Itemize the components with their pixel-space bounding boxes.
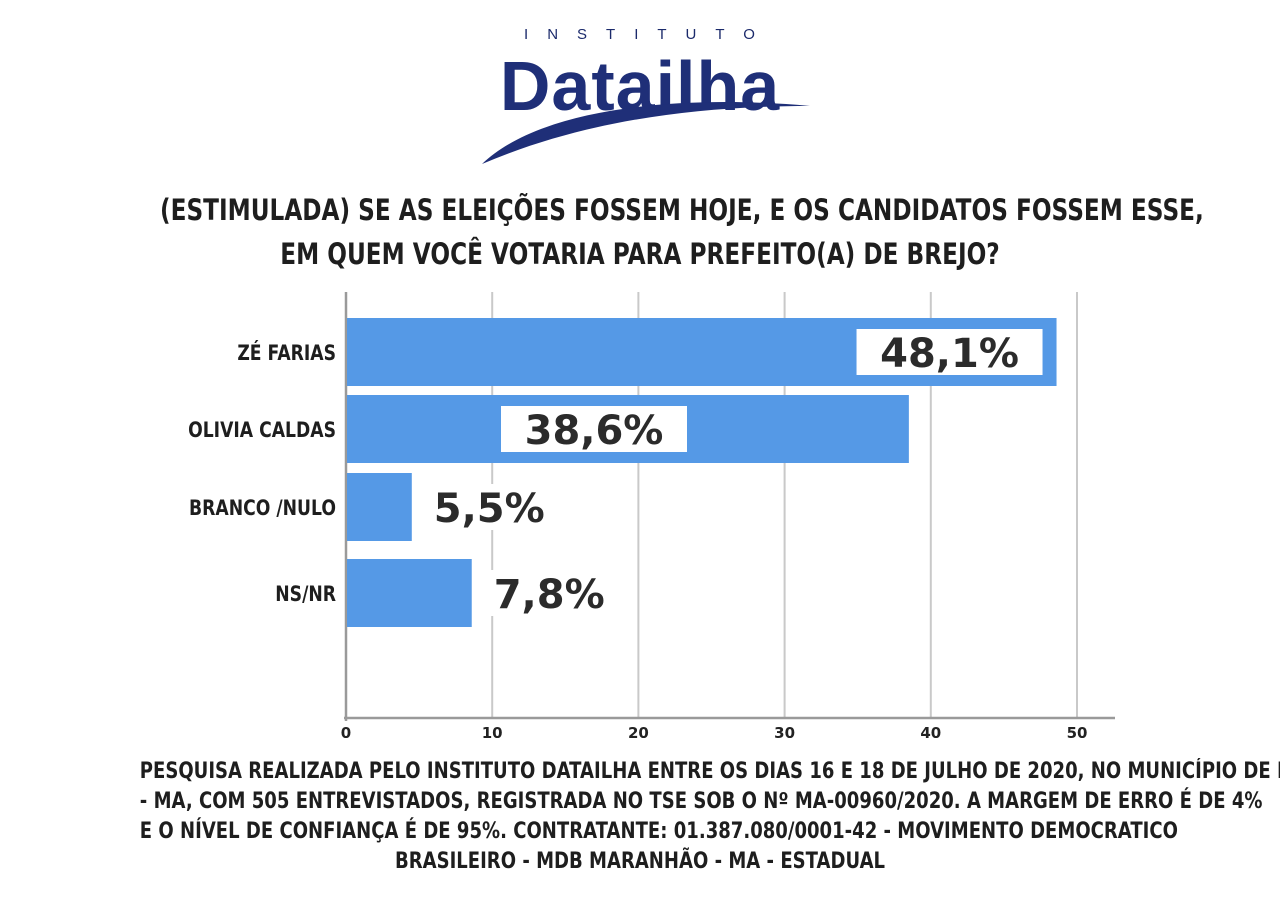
bar <box>347 473 412 541</box>
data-label-box <box>501 406 687 452</box>
data-label-box <box>481 570 606 616</box>
footer-line-3: E O NÍVEL DE CONFIANÇA É DE 95%. CONTRAT… <box>139 819 1178 844</box>
x-tick-label: 0 <box>341 724 351 742</box>
logo-instituto-text: INSTITUTO <box>524 26 774 43</box>
chart-title: (ESTIMULADA) SE AS ELEIÇÕES FOSSEM HOJE,… <box>160 188 1204 276</box>
category-label: BRANCO /NULO <box>189 495 336 520</box>
x-tick-label: 10 <box>482 724 503 742</box>
logo-swoosh-icon <box>482 102 810 164</box>
footer-line-1: PESQUISA REALIZADA PELO INSTITUTO DATAIL… <box>139 759 1280 784</box>
footer-line-2: - MA, COM 505 ENTREVISTADOS, REGISTRADA … <box>139 789 1263 814</box>
methodology-note: PESQUISA REALIZADA PELO INSTITUTO DATAIL… <box>139 757 1280 877</box>
chart-title-line-2: EM QUEM VOCÊ VOTARIA PARA PREFEITO(A) DE… <box>280 237 1000 271</box>
data-label: 38,6% <box>525 408 664 454</box>
x-tick-label: 40 <box>920 724 941 742</box>
footer-line-4: BRASILEIRO - MDB MARANHÃO - MA - ESTADUA… <box>394 849 886 874</box>
data-label-box <box>856 329 1043 375</box>
chart-title-line-1: (ESTIMULADA) SE AS ELEIÇÕES FOSSEM HOJE,… <box>160 193 1204 227</box>
category-label: OLIVIA CALDAS <box>188 417 336 442</box>
x-tick-label: 20 <box>628 724 649 742</box>
x-tick-label: 50 <box>1067 724 1088 742</box>
category-label: NS/NR <box>275 581 336 606</box>
bar <box>347 559 472 627</box>
data-label: 7,8% <box>494 572 605 618</box>
data-label: 5,5% <box>434 486 545 532</box>
data-label: 48,1% <box>880 331 1019 377</box>
data-label-box <box>421 484 546 530</box>
x-tick-label: 30 <box>774 724 795 742</box>
category-label: ZÉ FARIAS <box>237 340 336 365</box>
